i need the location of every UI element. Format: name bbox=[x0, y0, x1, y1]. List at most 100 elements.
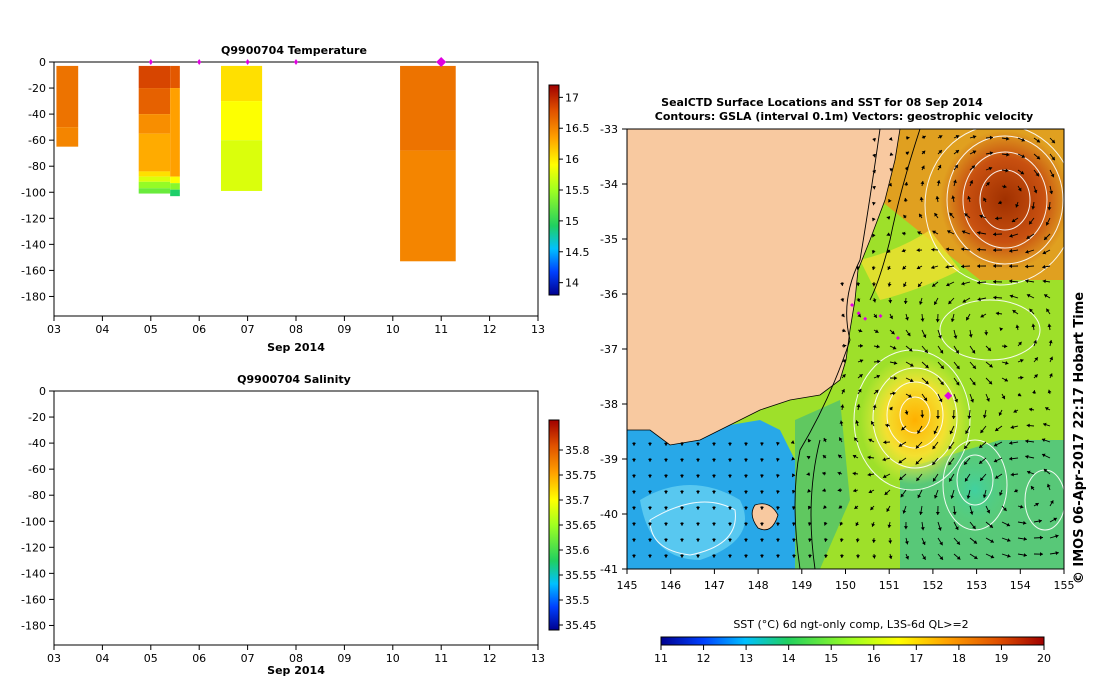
vector-head bbox=[632, 442, 636, 446]
colorbar-tick-label: 14 bbox=[565, 277, 579, 290]
vector-head bbox=[1026, 423, 1030, 428]
y-tick-label: -80 bbox=[28, 160, 46, 173]
vector-head bbox=[1035, 172, 1039, 177]
vector-head bbox=[901, 426, 905, 431]
vector-head bbox=[648, 458, 652, 462]
vector-head bbox=[1047, 323, 1052, 328]
vector-head bbox=[888, 199, 892, 203]
colorbar-tick-label: 35.45 bbox=[565, 619, 597, 632]
vector-head bbox=[837, 488, 841, 493]
vector-head bbox=[984, 332, 989, 336]
vector-head bbox=[955, 526, 959, 530]
vector-head bbox=[935, 415, 940, 419]
vector-head bbox=[727, 490, 732, 494]
vector-head bbox=[759, 554, 764, 558]
profile-cell bbox=[220, 65, 263, 102]
profile-cell bbox=[170, 88, 180, 177]
vector-head bbox=[648, 490, 652, 494]
salinity-title: Q9900704 Salinity bbox=[237, 373, 351, 386]
vector-head bbox=[648, 554, 652, 558]
vector-head bbox=[775, 554, 780, 558]
vector-head bbox=[759, 522, 764, 526]
x-tick-label: 06 bbox=[192, 652, 206, 665]
vector-head bbox=[1045, 221, 1050, 226]
vector-head bbox=[980, 313, 985, 318]
vector-head bbox=[969, 511, 974, 515]
vector-head bbox=[888, 555, 893, 559]
temperature-x-axis: 03 04 05 06 07 08 09 10 11 12 13 bbox=[47, 316, 545, 336]
vector-head bbox=[995, 427, 999, 431]
vector-head bbox=[921, 150, 926, 155]
x-tick-label: 05 bbox=[144, 652, 158, 665]
vector-head bbox=[695, 442, 700, 446]
vector-head bbox=[932, 461, 936, 465]
vector-head bbox=[823, 437, 828, 442]
lon-tick-label: 148 bbox=[748, 579, 769, 592]
imos-credit: © IMOS 06-Apr-2017 22:17 Hobart Time bbox=[1072, 292, 1087, 584]
vector-head bbox=[664, 522, 668, 526]
vector-head bbox=[939, 349, 944, 354]
vector-head bbox=[823, 538, 828, 542]
vector-head bbox=[908, 394, 912, 398]
vector-head bbox=[999, 492, 1003, 496]
vector-head bbox=[977, 297, 981, 302]
vector-head bbox=[931, 247, 935, 252]
vector-head bbox=[977, 230, 981, 235]
vector-head bbox=[727, 474, 732, 478]
vector-head bbox=[711, 442, 716, 446]
x-tick-label: 13 bbox=[531, 652, 545, 665]
vector-head bbox=[856, 404, 861, 408]
lon-tick-label: 146 bbox=[660, 579, 681, 592]
vector-head bbox=[868, 438, 873, 443]
vector-head bbox=[648, 506, 652, 510]
temperature-profiles bbox=[56, 65, 456, 262]
lat-tick-label: -38 bbox=[600, 398, 618, 411]
vector-head bbox=[887, 283, 892, 287]
x-tick-label: 10 bbox=[386, 323, 400, 336]
vector-head bbox=[791, 522, 796, 526]
vector-head bbox=[884, 491, 889, 495]
vector-head bbox=[1041, 453, 1046, 458]
vector-head bbox=[1042, 279, 1046, 284]
vector-head bbox=[983, 197, 987, 202]
lon-tick-label: 154 bbox=[1010, 579, 1031, 592]
vector-head bbox=[1007, 553, 1011, 558]
map-image bbox=[627, 129, 1064, 569]
vector-head bbox=[791, 506, 796, 510]
vector-head bbox=[905, 555, 909, 560]
vector-head bbox=[1032, 390, 1037, 394]
vector-head bbox=[743, 458, 748, 462]
vector-head bbox=[934, 494, 938, 499]
vector-head bbox=[1009, 440, 1013, 445]
vector-head bbox=[1015, 203, 1019, 208]
map-title-line1: SealCTD Surface Locations and SST for 08… bbox=[661, 96, 983, 109]
vector-head bbox=[948, 300, 952, 305]
vector-head bbox=[898, 459, 903, 464]
vector-head bbox=[858, 328, 863, 333]
y-tick-label: -40 bbox=[28, 108, 46, 121]
vector-head bbox=[1049, 356, 1054, 361]
vector-head bbox=[822, 455, 827, 459]
vector-head bbox=[920, 180, 925, 185]
vector-head bbox=[1009, 248, 1013, 253]
vector-head bbox=[1023, 536, 1027, 541]
vector-head bbox=[979, 444, 983, 448]
x-tick-label: 09 bbox=[337, 652, 351, 665]
lat-tick-label: -37 bbox=[600, 343, 618, 356]
map-title-line2: Contours: GSLA (interval 0.1m) Vectors: … bbox=[655, 110, 1033, 123]
vector-head bbox=[873, 314, 877, 318]
colorbar-tick-label: 35.75 bbox=[565, 469, 597, 482]
y-tick-label: -60 bbox=[28, 134, 46, 147]
y-tick-label: -120 bbox=[21, 541, 46, 554]
warm-eddy-south bbox=[860, 355, 970, 485]
x-tick-label: 08 bbox=[289, 323, 303, 336]
y-tick-label: 0 bbox=[39, 56, 46, 69]
vector-head bbox=[989, 524, 993, 528]
vector-head bbox=[1050, 500, 1054, 504]
vector-head bbox=[885, 423, 889, 428]
vector-head bbox=[1043, 469, 1048, 473]
y-tick-label: -80 bbox=[28, 489, 46, 502]
vector-head bbox=[918, 283, 922, 288]
vector-head bbox=[711, 490, 716, 494]
profile-cell bbox=[138, 133, 171, 172]
